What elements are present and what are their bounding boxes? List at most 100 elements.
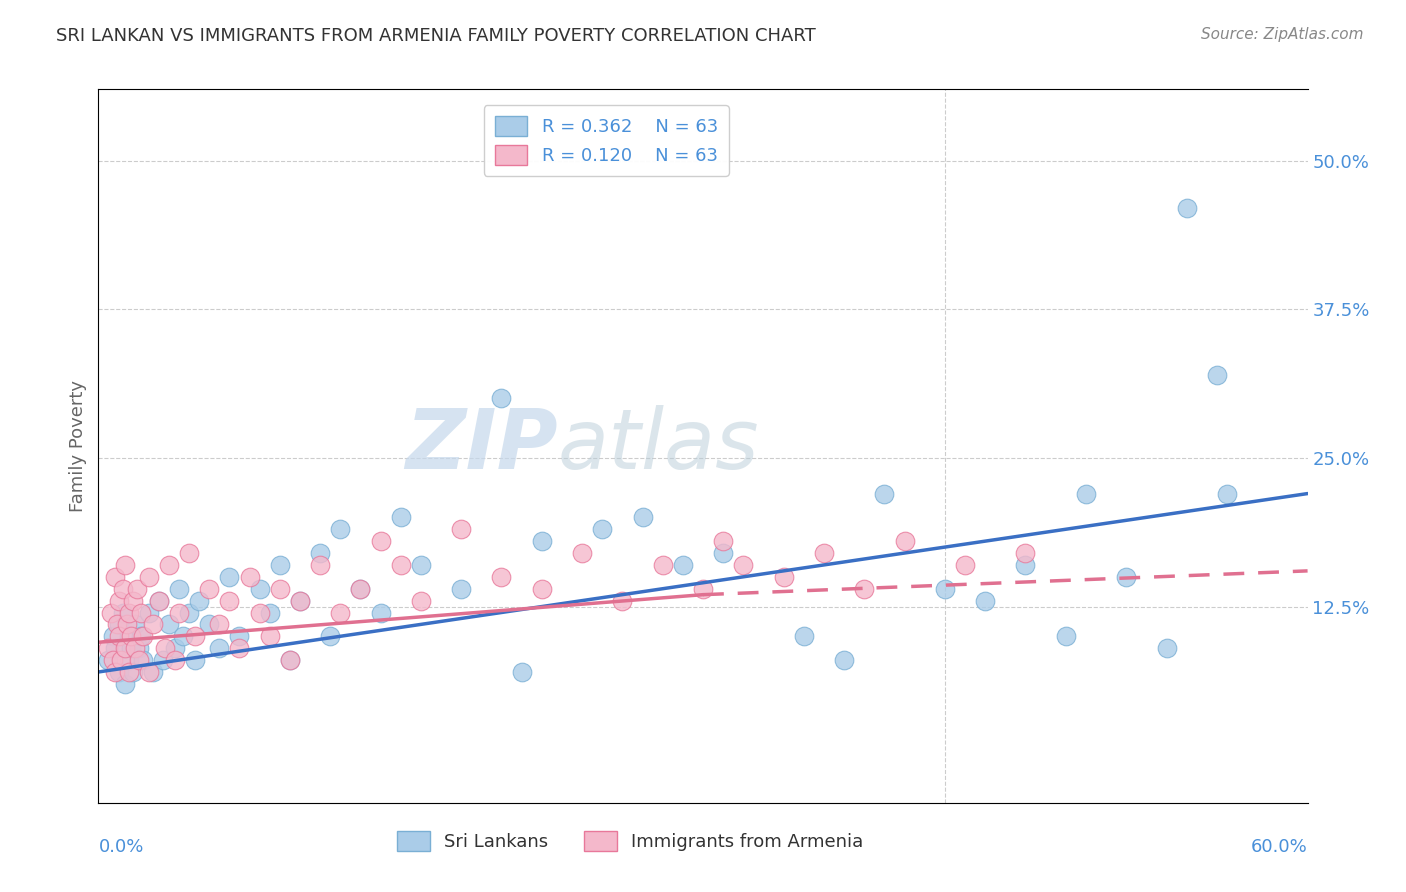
Point <box>198 582 221 596</box>
Point <box>1206 368 1229 382</box>
Point <box>491 392 513 406</box>
Point <box>103 570 125 584</box>
Point <box>121 593 143 607</box>
Point <box>167 582 190 596</box>
Point <box>152 653 174 667</box>
Point <box>450 522 472 536</box>
Point <box>1054 629 1077 643</box>
Point <box>148 593 170 607</box>
Y-axis label: Family Poverty: Family Poverty <box>69 380 87 512</box>
Point <box>198 617 221 632</box>
Point <box>309 546 332 560</box>
Point <box>128 653 150 667</box>
Point <box>288 593 311 607</box>
Point <box>510 665 533 679</box>
Point <box>100 606 122 620</box>
Point <box>873 486 896 500</box>
Point <box>120 629 142 643</box>
Point <box>167 606 190 620</box>
Point <box>188 593 211 607</box>
Point <box>1156 641 1178 656</box>
Point <box>148 593 170 607</box>
Point <box>115 617 138 632</box>
Point <box>153 641 176 656</box>
Point <box>772 570 794 584</box>
Point <box>491 570 513 584</box>
Point <box>125 582 148 596</box>
Point <box>107 593 129 607</box>
Point <box>107 617 129 632</box>
Point <box>124 617 146 632</box>
Point <box>172 629 194 643</box>
Point <box>278 653 301 667</box>
Point <box>103 641 125 656</box>
Point <box>813 546 835 560</box>
Point <box>329 522 352 536</box>
Point <box>309 558 332 572</box>
Point <box>832 653 855 667</box>
Point <box>409 593 432 607</box>
Point <box>1014 558 1036 572</box>
Point <box>132 629 155 643</box>
Point <box>105 617 128 632</box>
Point <box>179 606 201 620</box>
Point <box>129 606 152 620</box>
Point <box>269 582 291 596</box>
Point <box>612 593 634 607</box>
Point <box>370 534 392 549</box>
Point <box>1014 546 1036 560</box>
Point <box>530 582 553 596</box>
Point <box>239 570 262 584</box>
Point <box>269 558 291 572</box>
Point <box>1216 486 1239 500</box>
Point <box>129 629 152 643</box>
Point <box>107 629 129 643</box>
Point <box>329 606 352 620</box>
Point <box>132 653 155 667</box>
Point <box>733 558 755 572</box>
Text: ZIP: ZIP <box>405 406 558 486</box>
Point <box>163 641 186 656</box>
Point <box>218 593 240 607</box>
Point <box>142 617 165 632</box>
Point <box>259 629 281 643</box>
Point <box>118 653 141 667</box>
Point <box>692 582 714 596</box>
Point <box>349 582 371 596</box>
Point <box>1115 570 1137 584</box>
Point <box>974 593 997 607</box>
Point <box>142 665 165 679</box>
Point <box>853 582 876 596</box>
Point <box>179 546 201 560</box>
Point <box>278 653 301 667</box>
Point <box>672 558 695 572</box>
Text: Source: ZipAtlas.com: Source: ZipAtlas.com <box>1201 27 1364 42</box>
Point <box>118 606 141 620</box>
Point <box>571 546 593 560</box>
Point <box>349 582 371 596</box>
Point <box>259 606 281 620</box>
Point <box>249 606 271 620</box>
Point <box>128 641 150 656</box>
Point <box>370 606 392 620</box>
Text: 0.0%: 0.0% <box>98 838 143 856</box>
Point <box>319 629 342 643</box>
Point <box>591 522 613 536</box>
Point <box>138 606 160 620</box>
Point <box>138 665 160 679</box>
Point <box>124 641 146 656</box>
Point <box>163 653 186 667</box>
Point <box>97 653 120 667</box>
Point <box>120 641 142 656</box>
Point <box>218 570 240 584</box>
Point <box>121 665 143 679</box>
Point <box>631 510 654 524</box>
Point <box>110 653 132 667</box>
Point <box>228 641 250 656</box>
Point <box>711 546 734 560</box>
Point <box>157 558 180 572</box>
Point <box>97 641 120 656</box>
Point <box>450 582 472 596</box>
Legend: Sri Lankans, Immigrants from Armenia: Sri Lankans, Immigrants from Armenia <box>389 823 870 858</box>
Point <box>184 629 207 643</box>
